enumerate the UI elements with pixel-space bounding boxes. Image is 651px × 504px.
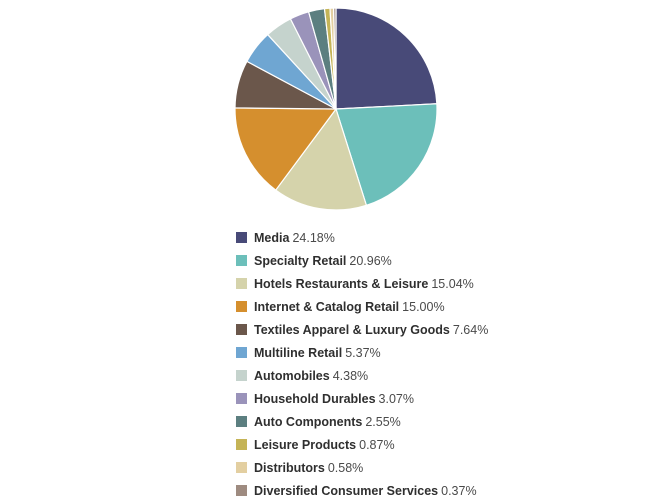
legend-item: Auto Components 2.55% [236,410,488,433]
legend-item: Distributors 0.58% [236,456,488,479]
pie-slice-0 [335,7,438,110]
legend-label: Leisure Products [254,437,357,452]
legend-value: 5.37% [345,345,381,360]
legend-swatch [236,324,247,335]
legend-item: Diversified Consumer Services 0.37% [236,479,488,502]
legend-swatch [236,393,247,404]
legend-value: 20.96% [349,253,392,268]
legend-swatch [236,232,247,243]
legend-label: Automobiles [254,368,330,383]
legend-value: 24.18% [292,230,335,245]
legend-label: Hotels Restaurants & Leisure [254,276,429,291]
legend-item: Internet & Catalog Retail 15.00% [236,295,488,318]
legend-value: 3.07% [378,391,414,406]
legend-label: Auto Components [254,414,363,429]
legend-swatch [236,370,247,381]
pie-plot [234,7,438,211]
legend-value: 0.87% [359,437,395,452]
legend-item: Household Durables 3.07% [236,387,488,410]
legend-value: 0.37% [441,483,477,498]
legend-swatch [236,416,247,427]
legend-label: Diversified Consumer Services [254,483,439,498]
legend-item: Media 24.18% [236,226,488,249]
legend-label: Multiline Retail [254,345,343,360]
legend-swatch [236,255,247,266]
legend-item: Multiline Retail 5.37% [236,341,488,364]
legend-value: 15.04% [431,276,474,291]
legend-item: Specialty Retail 20.96% [236,249,488,272]
legend-swatch [236,301,247,312]
legend-value: 15.00% [402,299,445,314]
legend-item: Leisure Products 0.87% [236,433,488,456]
legend-swatch [236,278,247,289]
pie-slice-3 [234,107,337,191]
legend-label: Distributors [254,460,325,475]
legend-item: Hotels Restaurants & Leisure 15.04% [236,272,488,295]
legend-item: Textiles Apparel & Luxury Goods 7.64% [236,318,488,341]
legend-swatch [236,485,247,496]
legend-swatch [236,347,247,358]
legend-value: 2.55% [365,414,401,429]
legend: Media 24.18% Specialty Retail 20.96% Hotels … [236,226,488,502]
legend-value: 0.58% [327,460,364,475]
legend-label: Household Durables [254,391,376,406]
legend-label: Specialty Retail [254,253,347,268]
legend-value: 4.38% [332,368,369,383]
legend-swatch [236,462,247,473]
pie-slice-11 [333,7,337,110]
legend-swatch [236,439,247,450]
legend-value: 7.64% [452,322,489,337]
legend-label: Internet & Catalog Retail [254,299,400,314]
pie-slice-2 [275,108,367,211]
pie-slice-1 [335,103,438,206]
legend-label: Textiles Apparel & Luxury Goods [254,322,450,337]
legend-label: Media [254,230,290,245]
legend-item: Automobiles 4.38% [236,364,488,387]
